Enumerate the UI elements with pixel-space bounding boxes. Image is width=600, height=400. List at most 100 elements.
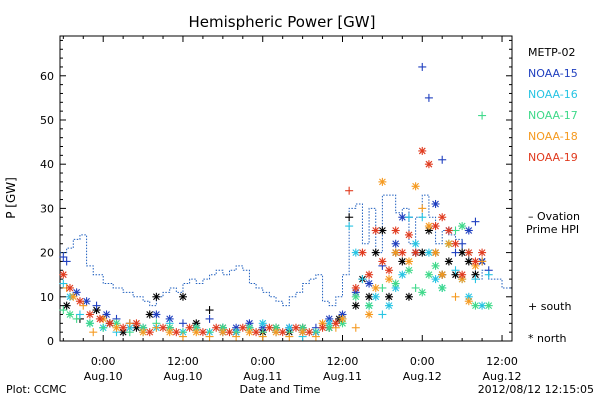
legend-entry: NOAA-19 <box>528 151 578 164</box>
marker-stroke <box>93 306 100 314</box>
data-point <box>285 323 294 332</box>
data-points <box>59 62 493 341</box>
data-point <box>85 319 94 328</box>
x-tick-date: Aug.10 <box>84 370 123 383</box>
data-point <box>65 283 74 292</box>
marker-stroke <box>63 302 71 310</box>
data-point <box>75 310 84 319</box>
data-point <box>232 332 241 341</box>
x-tick-time: 12:00 <box>167 355 199 368</box>
data-point <box>212 323 221 332</box>
data-point <box>385 275 394 284</box>
marker-stroke <box>385 275 393 283</box>
ovation-label-line1: – Ovation <box>528 210 580 223</box>
x-tick-time: 12:00 <box>486 355 518 368</box>
marker-stroke <box>212 324 220 332</box>
data-point <box>291 323 300 332</box>
marker-stroke <box>465 249 473 256</box>
marker-stroke <box>265 324 273 332</box>
marker-stroke <box>172 328 180 336</box>
data-point <box>305 328 314 337</box>
x-axis-label: Date and Time <box>240 383 321 396</box>
data-point <box>351 301 360 310</box>
data-point <box>398 270 407 279</box>
marker-stroke <box>405 231 413 239</box>
marker-stroke <box>59 271 67 279</box>
data-point <box>62 301 71 310</box>
data-point <box>178 319 187 328</box>
data-point <box>125 328 134 337</box>
data-point <box>471 217 480 226</box>
data-point <box>365 270 374 279</box>
legend: METP-02 NOAA-15 NOAA-16 NOAA-17 NOAA-18 NOAA-… <box>528 46 578 164</box>
data-point <box>451 266 460 275</box>
data-point <box>391 239 400 248</box>
x-tick-time: 0:00 <box>91 355 116 368</box>
data-point <box>62 257 71 266</box>
data-point <box>378 310 387 319</box>
data-point <box>185 323 194 332</box>
marker-stroke <box>325 324 333 332</box>
data-point <box>424 160 433 169</box>
marker-stroke <box>119 324 127 332</box>
marker-stroke <box>239 324 247 332</box>
data-point <box>464 226 473 235</box>
marker-stroke <box>472 302 479 310</box>
data-point <box>404 213 413 222</box>
plot-frame <box>59 35 513 342</box>
data-point <box>424 93 433 102</box>
y-axis-label: P [GW] <box>4 177 18 219</box>
marker-stroke <box>458 271 466 279</box>
data-point <box>105 319 114 328</box>
marker-stroke <box>103 311 110 318</box>
data-point <box>438 213 447 222</box>
data-point <box>102 310 111 319</box>
data-point <box>365 279 374 288</box>
data-point <box>398 257 407 266</box>
marker-stroke <box>292 324 300 332</box>
marker-stroke <box>438 284 446 292</box>
marker-stroke <box>192 328 200 336</box>
y-tick-label: 20 <box>40 247 54 260</box>
marker-stroke <box>166 315 174 323</box>
data-point <box>471 270 480 279</box>
marker-stroke <box>96 315 104 323</box>
data-point <box>59 279 68 288</box>
y-tick-label: 60 <box>40 70 54 83</box>
data-point <box>59 253 68 262</box>
data-point <box>438 283 447 292</box>
data-point <box>404 292 413 301</box>
marker-stroke <box>365 271 373 279</box>
data-point <box>385 292 394 301</box>
data-point <box>89 328 98 337</box>
marker-stroke <box>279 328 287 336</box>
marker-stroke <box>445 240 453 248</box>
marker-stroke <box>398 249 406 256</box>
marker-stroke <box>472 258 479 265</box>
data-point <box>358 275 367 284</box>
data-point <box>345 213 354 222</box>
data-point <box>75 297 84 306</box>
marker-stroke <box>465 227 473 234</box>
data-point <box>79 301 88 310</box>
marker-stroke <box>352 302 360 310</box>
marker-stroke <box>352 249 360 256</box>
data-point <box>451 239 460 248</box>
marker-stroke <box>425 222 433 230</box>
data-point <box>112 323 121 332</box>
marker-stroke <box>365 293 373 301</box>
data-point <box>404 230 413 239</box>
marker-stroke <box>458 249 466 256</box>
y-tick-label: 50 <box>40 114 54 127</box>
marker-stroke <box>418 147 426 155</box>
marker-stroke <box>139 328 147 336</box>
marker-stroke <box>219 328 227 336</box>
data-point <box>431 222 440 231</box>
marker-stroke <box>272 328 280 336</box>
data-point <box>418 204 427 213</box>
marker-stroke <box>398 213 406 221</box>
marker-stroke <box>458 222 466 230</box>
marker-stroke <box>352 284 360 292</box>
marker-stroke <box>186 324 194 332</box>
data-point <box>458 270 467 279</box>
